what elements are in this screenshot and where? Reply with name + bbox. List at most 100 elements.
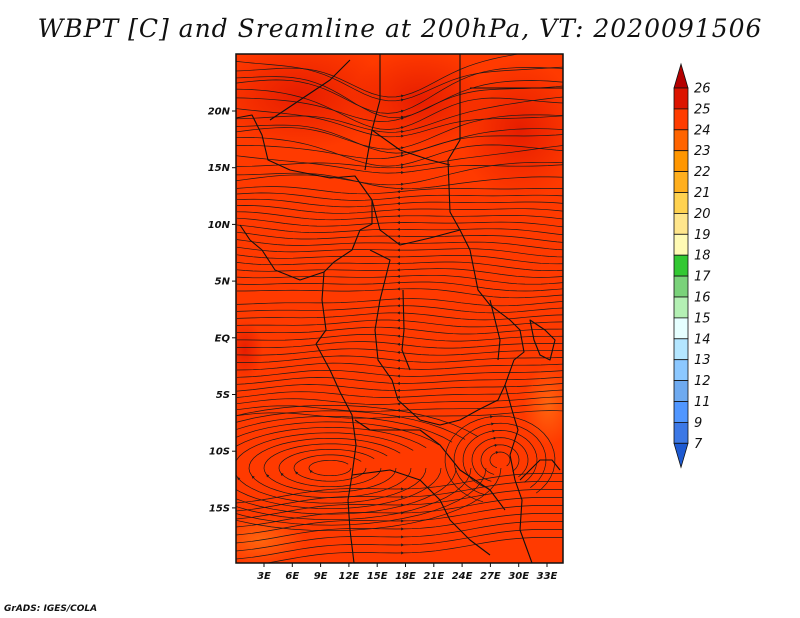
streamline [236, 254, 563, 265]
streamline-arrow [401, 543, 404, 547]
lon-tick-label: 30E [508, 571, 529, 582]
streamline-arrow [400, 163, 404, 167]
streamline [236, 246, 563, 258]
streamline-arrow [237, 477, 241, 481]
streamline [236, 319, 563, 328]
streamline [236, 529, 563, 560]
colorbar-swatch [673, 296, 689, 319]
streamline [236, 403, 563, 412]
longitude-axis: 3E 6E 9E 12E 15E 18E 21E 24E 27E 30E 33E [257, 563, 558, 582]
colorbar-label: 17 [694, 270, 711, 285]
streamline-arrow [397, 287, 400, 291]
streamline-arrow [397, 402, 400, 406]
streamline-arrow [397, 350, 400, 355]
lon-tick-label: 18E [395, 571, 416, 582]
streamline [236, 497, 563, 528]
streamline-arrow [397, 334, 400, 338]
colorbar-swatch [673, 171, 689, 193]
colorbar-swatch [673, 401, 689, 423]
colorbar-min-arrow [673, 442, 689, 469]
streamline-arrow [491, 422, 495, 426]
streamline-arrow [400, 154, 404, 158]
chart-title: WBPT [C] and Sreamline at 200hPa, VT: 20… [37, 14, 763, 43]
streamline-arrow [401, 535, 404, 539]
streamline-arrow [493, 436, 497, 440]
wbpt-high-region-ne [460, 60, 563, 200]
streamline [236, 521, 563, 552]
streamline [444, 415, 556, 503]
streamline-arrow [208, 480, 211, 483]
colorbar-swatch [673, 421, 689, 444]
streamline-arrow [397, 388, 400, 392]
streamline-arrow [397, 297, 400, 301]
lat-tick-label: 10N [208, 220, 231, 231]
lat-tick-label: 20N [208, 107, 231, 118]
streamline-arrow [401, 182, 404, 186]
colorbar-label: 23 [694, 144, 711, 159]
streamline-arrow [401, 495, 404, 499]
map-area [208, 54, 563, 563]
streamline-arrow [397, 221, 400, 225]
streamline [236, 96, 563, 133]
streamline [236, 268, 563, 278]
colorbar-label: 15 [694, 311, 711, 326]
colorbar-label: 21 [694, 186, 711, 201]
streamline [236, 341, 563, 349]
streamline [236, 383, 563, 392]
streamline [236, 298, 563, 307]
streamline-arrow [397, 248, 400, 252]
streamline [236, 261, 563, 271]
streamline [236, 172, 563, 190]
streamline-arrow [397, 381, 400, 385]
streamline-arrow [400, 146, 404, 150]
streamline [236, 155, 563, 174]
streamline [453, 422, 547, 496]
colorbar-label: 7 [694, 437, 703, 452]
streamline [236, 305, 563, 314]
colorbar-swatch [673, 192, 689, 214]
streamline-arrow [295, 471, 299, 475]
streamline [236, 224, 563, 236]
colorbar-label: 12 [694, 374, 711, 389]
lon-tick-label: 21E [423, 571, 444, 582]
streamline-arrow [309, 469, 313, 474]
streamline [236, 54, 521, 98]
streamline [236, 205, 563, 214]
lon-tick-label: 27E [480, 571, 501, 582]
streamline [236, 67, 563, 114]
streamline [236, 376, 563, 385]
lat-tick-label: 10S [209, 447, 230, 458]
lon-tick-label: 6E [285, 571, 299, 582]
streamline-arrow [401, 487, 404, 491]
country-borders [236, 54, 563, 563]
colorbar-swatch [673, 380, 689, 402]
streamline [236, 410, 487, 526]
colorbar-label: 22 [694, 165, 711, 180]
lon-tick-label: 24E [452, 571, 473, 582]
streamline-arrow [400, 117, 404, 121]
streamline [236, 415, 472, 521]
colorbar-label: 11 [694, 395, 711, 410]
latitude-axis: 20N 15N 10N 5N EQ 5S 10S 15S [208, 107, 236, 514]
streamline-arrow [400, 94, 404, 98]
streamline-arrow [401, 511, 404, 515]
streamline [236, 161, 563, 186]
streamline [237, 334, 563, 342]
streamline [236, 145, 563, 169]
colorbar-swatch [673, 233, 689, 256]
lat-tick-label: 15N [208, 163, 231, 174]
streamline-arrow [397, 304, 400, 308]
streamline [236, 396, 563, 405]
streamline-arrow [397, 274, 400, 278]
colorbar-swatch [673, 87, 689, 110]
streamline-arrow [397, 227, 400, 231]
colorbar-label: 13 [694, 353, 711, 368]
streamline-arrow [266, 474, 270, 478]
streamline [236, 281, 563, 292]
streamline-arrow [397, 268, 400, 272]
streamline-arrow [401, 171, 404, 175]
lon-tick-label: 12E [339, 571, 360, 582]
colorbar-label: 18 [694, 249, 711, 264]
streamline-arrow [401, 503, 404, 507]
